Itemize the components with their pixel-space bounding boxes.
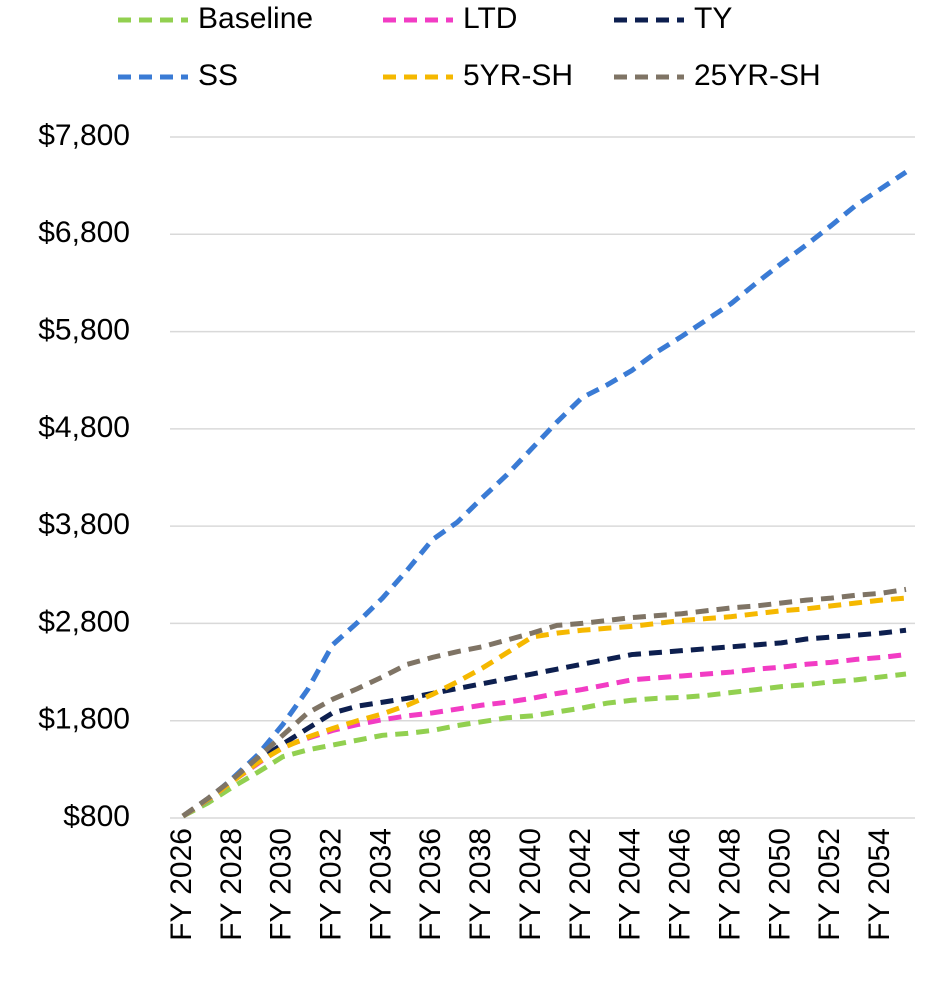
x-tick-label: FY 2038 xyxy=(464,828,497,941)
x-tick-label: FY 2028 xyxy=(215,828,248,941)
y-tick-label: $3,800 xyxy=(38,508,130,541)
y-tick-label: $800 xyxy=(63,800,130,833)
x-tick-label: FY 2046 xyxy=(664,828,697,941)
x-tick-label: FY 2050 xyxy=(763,828,796,941)
x-tick-label: FY 2040 xyxy=(514,828,547,941)
legend-label: TY xyxy=(694,2,732,35)
x-tick-label: FY 2034 xyxy=(364,828,397,941)
y-tick-label: $7,800 xyxy=(38,119,130,152)
y-tick-label: $5,800 xyxy=(38,313,130,346)
series-line xyxy=(181,652,907,819)
series-line xyxy=(181,595,907,819)
x-tick-label: FY 2036 xyxy=(414,828,447,941)
y-tick-label: $4,800 xyxy=(38,411,130,444)
y-tick-label: $1,800 xyxy=(38,703,130,736)
y-tick-label: $2,800 xyxy=(38,605,130,638)
x-tick-label: FY 2052 xyxy=(813,828,846,941)
series-line xyxy=(181,586,907,819)
y-tick-label: $6,800 xyxy=(38,216,130,249)
x-tick-label: FY 2026 xyxy=(165,828,198,941)
x-tick-label: FY 2048 xyxy=(713,828,746,941)
legend-label: LTD xyxy=(463,2,517,35)
legend-label: 25YR-SH xyxy=(694,59,821,92)
legend-label: SS xyxy=(198,59,238,92)
legend-label: Baseline xyxy=(198,2,313,35)
legend-label: 5YR-SH xyxy=(463,59,573,92)
series-line xyxy=(181,627,907,819)
x-tick-label: FY 2032 xyxy=(315,828,348,941)
series-line xyxy=(181,169,908,819)
x-tick-label: FY 2054 xyxy=(863,828,896,941)
x-tick-label: FY 2042 xyxy=(564,828,597,941)
series-line xyxy=(181,671,907,819)
x-tick-label: FY 2030 xyxy=(265,828,298,941)
x-tick-label: FY 2044 xyxy=(614,828,647,941)
